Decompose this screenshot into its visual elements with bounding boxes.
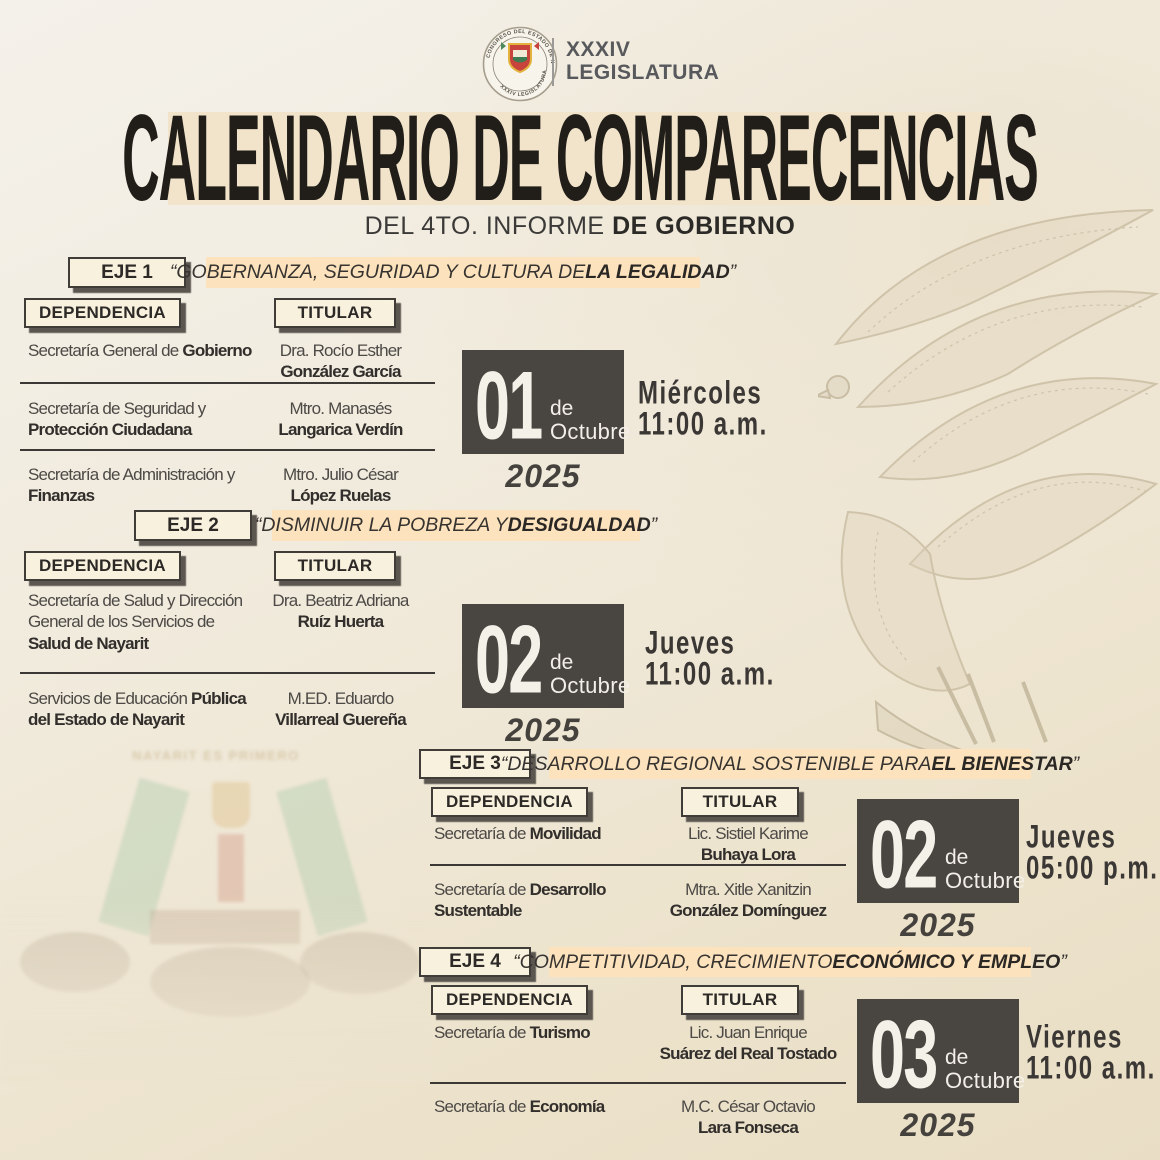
seal-coat-of-arms [501,42,539,74]
eje4-dependencia-header: DEPENDENCIA [431,985,588,1015]
official-name: Mtro. Julio César López Ruelas [283,465,399,506]
official-name: M.ED. Eduardo Villarreal Guereña [275,689,407,730]
date-day-number: 02 [475,605,543,714]
date-month: de Octubre [550,650,631,699]
official-name: Dra. Rocío Esther González García [279,341,402,382]
eje1-badge: EJE 1 [68,257,186,288]
chamber-desk [150,910,300,944]
official-name: Mtro. Manasés Langarica Verdín [278,399,403,440]
date-day-number: 02 [870,800,938,909]
weekday-time: Jueves 05:00 p.m. [1026,819,1158,887]
weekday-time: Viernes 11:00 a.m. [1026,1019,1156,1087]
crowd-shape [300,932,420,994]
official-name: Lic. Sistiel Karime Buhaya Lora [688,824,809,865]
date-month: de Octubre [945,1045,1026,1094]
legislature-wordmark: XXXIV LEGISLATURA [566,38,719,84]
official-name: Lic. Juan Enrique Suárez del Real Tostado [659,1023,838,1064]
date-year: 2025 [505,458,581,494]
photo-fade-overlay [0,895,432,1082]
subtitle: DEL 4TO. INFORME DE GOBIERNO [364,212,796,240]
row-divider [430,1082,846,1084]
wordmark-line1: XXXIV [566,38,631,61]
chamber-shield [212,782,250,828]
eje4-quote-band: “COMPETITIVIDAD, CRECIMIENTO ECONÓMICO Y… [513,947,1067,977]
time-label: 11:00 a.m. [645,656,775,693]
date-day-number: 03 [870,1000,938,1109]
date-month: de Octubre [550,396,631,445]
time-label: 05:00 p.m. [1026,850,1159,887]
eje3-dependencia-header: DEPENDENCIA [431,787,588,817]
page-title: CALENDARIO DE COMPARECENCIAS [122,91,1039,229]
row-divider [20,382,435,384]
weekday-label: Jueves [1026,819,1117,856]
row-divider [20,672,435,674]
eje2-quote-band: “DISMINUIR LA POBREZA Y DESIGUALDAD” [255,510,657,541]
congress-seal-logo: CONGRESO DEL ESTADO DE NAYARIT XXXIV LEG… [482,26,558,102]
weekday-time: Miércoles 11:00 a.m. [638,375,768,443]
time-label: 11:00 a.m. [638,406,768,443]
dependency-name: Secretaría de Movilidad [434,824,602,843]
dependency-name: Secretaría de Administración y Finanzas [28,465,235,506]
date-year: 2025 [900,1107,976,1143]
dependency-name: Secretaría de Seguridad y Protección Ciu… [28,399,206,440]
date-card: 03 de Octubre [857,999,1025,1109]
crowd-shape [20,932,130,992]
weekday-label: Miércoles [638,375,763,412]
title-highlight-band [168,112,990,205]
row-divider [430,864,846,866]
chamber-drape [218,834,244,902]
dependency-name: Secretaría de Salud y Dirección General … [28,591,243,653]
weekday-time: Jueves 11:00 a.m. [645,625,775,693]
chamber-photo-background: NAYARIT ES PRIMERO [0,742,432,1082]
eje1-dependencia-header: DEPENDENCIA [24,298,181,328]
chamber-banner-text: NAYARIT ES PRIMERO [132,748,300,763]
official-name: M.C. César Octavio Lara Fonseca [681,1097,816,1138]
date-card: 02 de Octubre [857,799,1025,909]
official-name: Mtra. Xitle Xanitzin González Domínguez [669,880,827,921]
eje1-quote-band: “GOBERNANZA, SEGURIDAD Y CULTURA DE LA L… [170,257,736,288]
dependency-name: Secretaría de Turismo [434,1023,591,1042]
date-card: 02 de Octubre [462,604,630,714]
dependency-name: Servicios de Educación Pública del Estad… [28,689,247,730]
weekday-label: Viernes [1026,1019,1123,1056]
header-divider [552,38,554,86]
date-year: 2025 [505,712,581,748]
eje3-quote-band: “DESARROLLO REGIONAL SOSTENIBLE PARA EL … [501,749,1079,779]
weekday-label: Jueves [645,625,736,662]
crowd-shape [150,947,310,1017]
dependency-name: Secretaría General de Gobierno [28,341,252,360]
date-month: de Octubre [945,845,1026,894]
official-name: Dra. Beatriz Adriana Ruíz Huerta [272,591,409,632]
eje4-titular-header: TITULAR [681,985,799,1015]
eagle-engraving-background [818,209,1160,759]
time-label: 11:00 a.m. [1026,1050,1156,1087]
eje2-dependencia-header: DEPENDENCIA [24,551,181,581]
dependency-name: Secretaría de Economía [434,1097,605,1116]
date-card: 01 de Octubre [462,350,630,460]
dependency-name: Secretaría de Desarrollo Sustentable [434,880,606,921]
eje3-badge: EJE 3 [419,749,531,779]
date-year: 2025 [900,907,976,943]
eje3-titular-header: TITULAR [681,787,799,817]
date-day-number: 01 [475,351,543,460]
row-divider [20,449,435,451]
eje1-titular-header: TITULAR [274,298,396,328]
eje2-titular-header: TITULAR [274,551,396,581]
wordmark-line2: LEGISLATURA [566,61,720,85]
eje4-badge: EJE 4 [419,947,531,977]
eje2-badge: EJE 2 [134,510,252,541]
